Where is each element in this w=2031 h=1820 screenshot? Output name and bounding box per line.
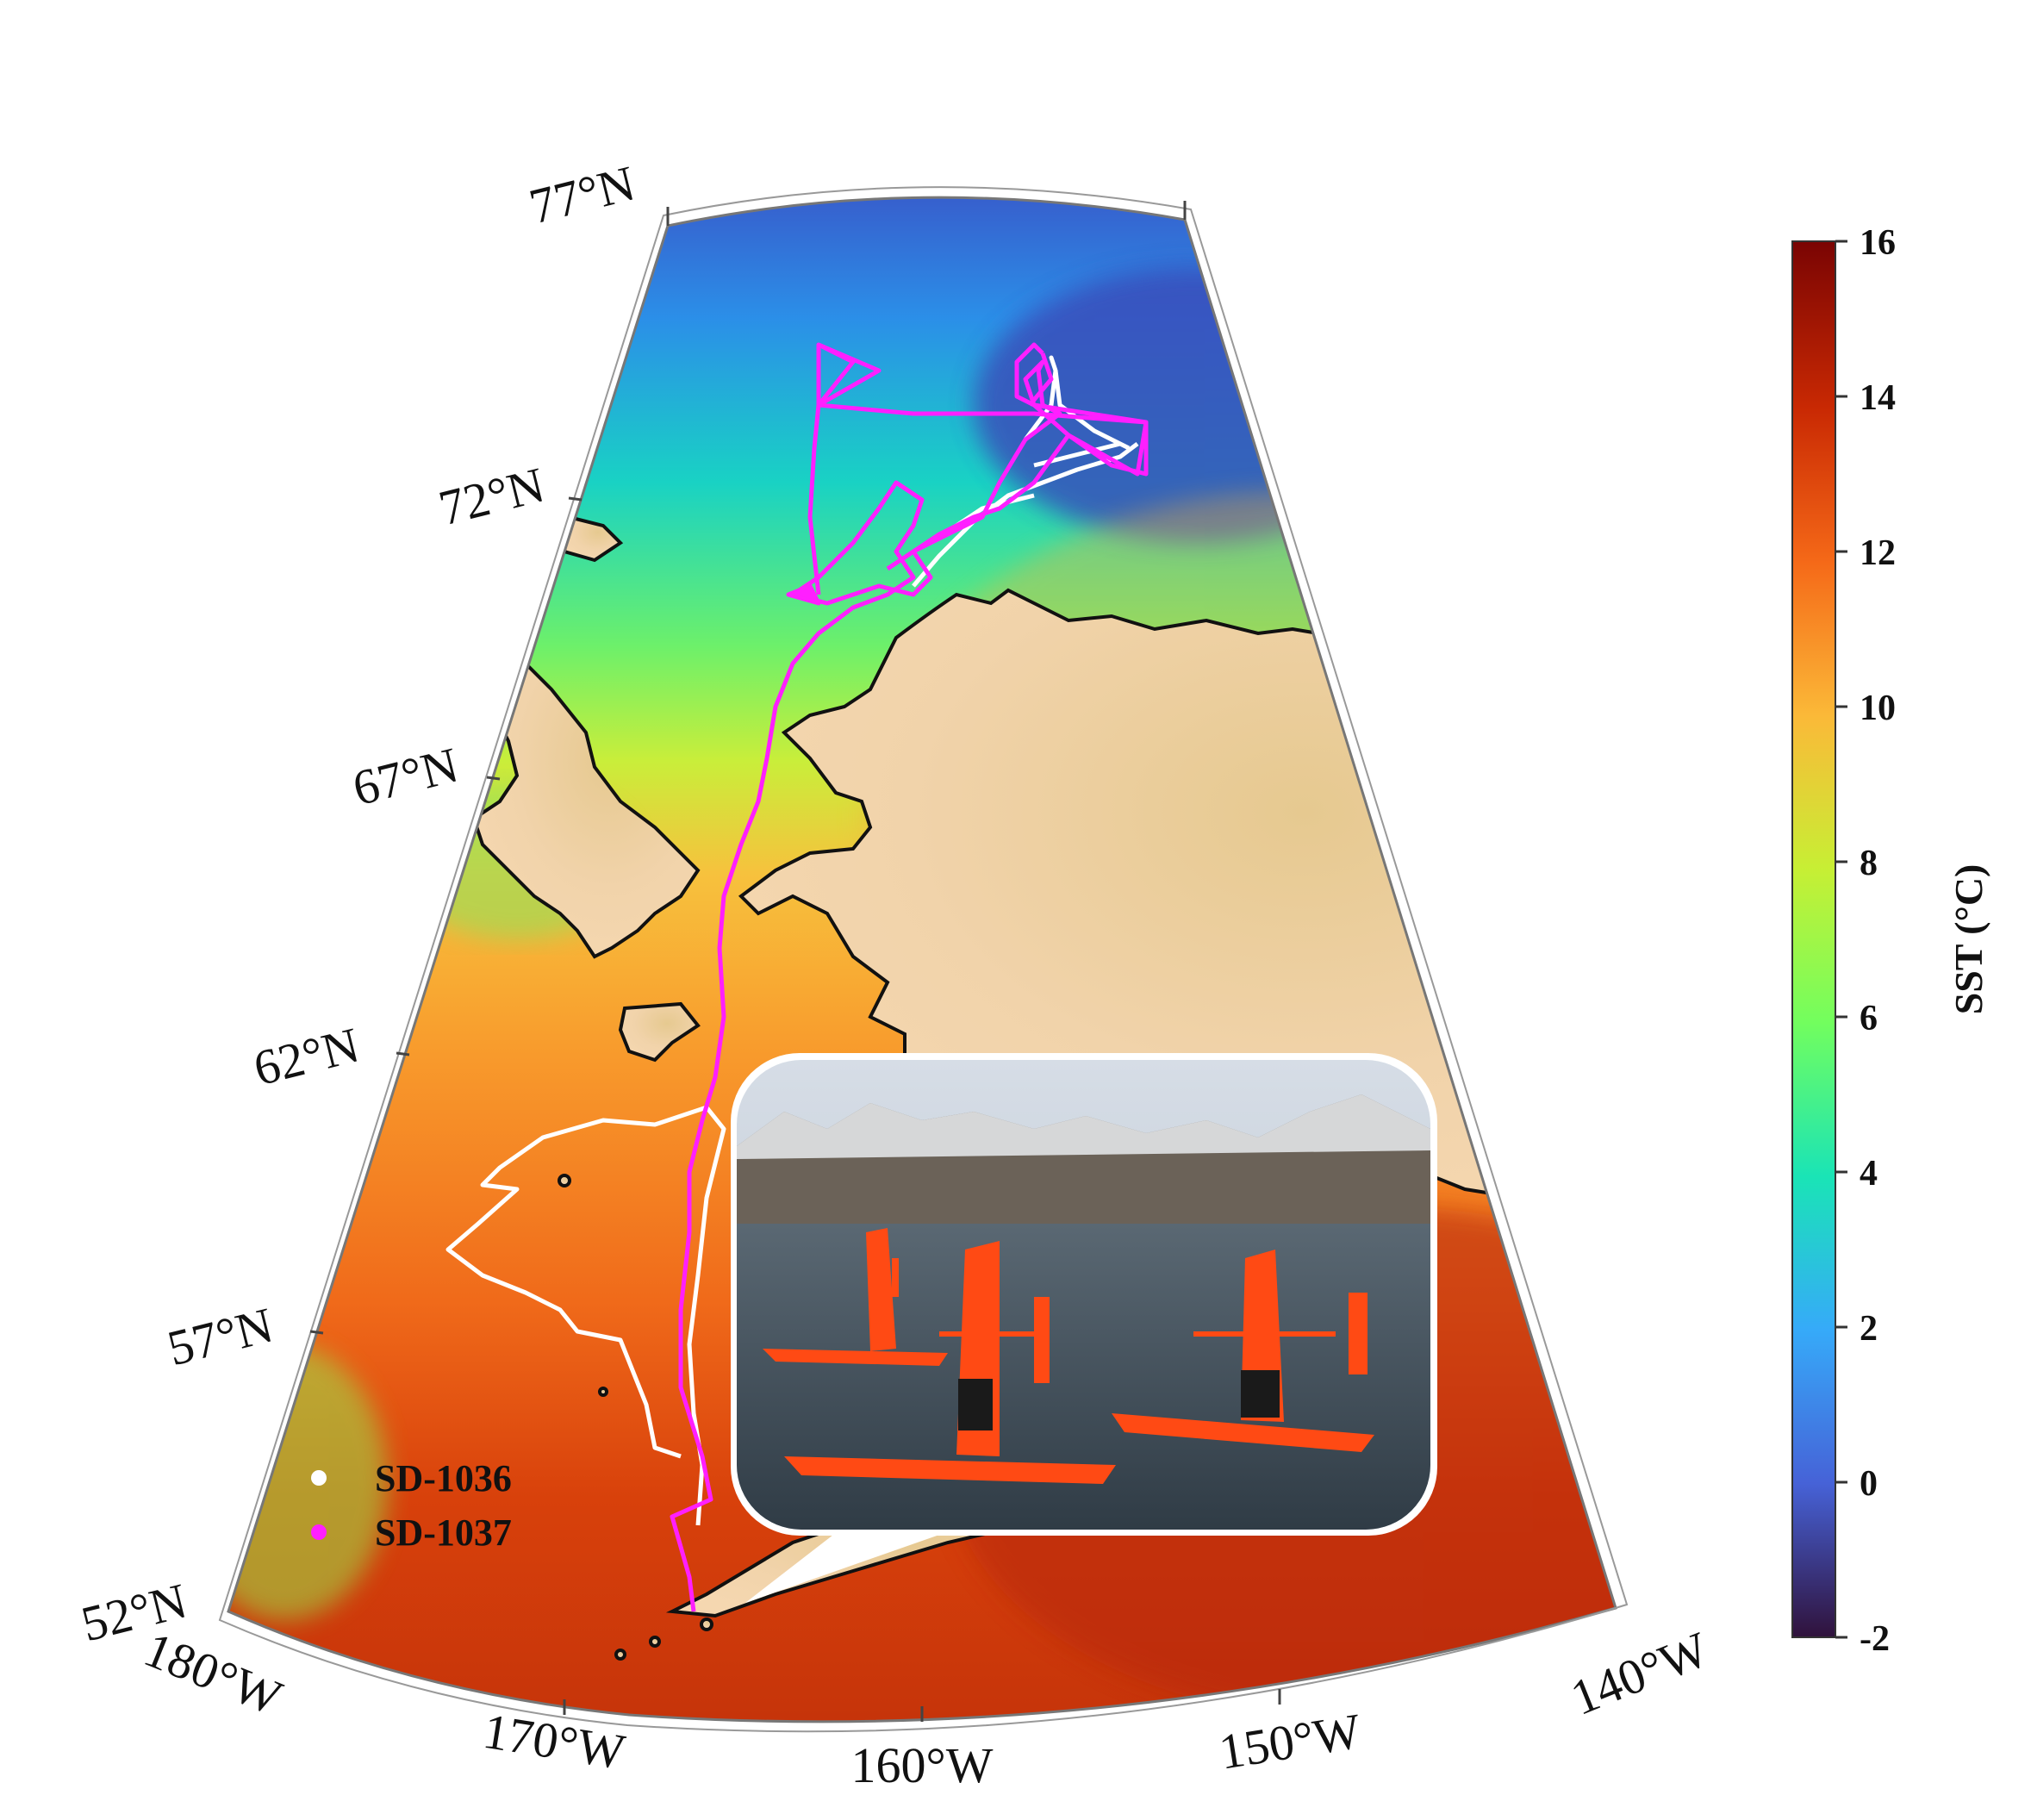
colorbar-tick-label: 4 (1860, 1154, 1878, 1194)
colorbar-tick-label: 0 (1860, 1464, 1878, 1504)
saildrone (784, 1241, 1116, 1484)
lat-label: 72°N (433, 457, 550, 537)
legend-marker (311, 1470, 327, 1486)
colorbar-label: SST (°C) (1947, 864, 1991, 1015)
legend-label: SD-1037 (375, 1511, 512, 1554)
lat-label: 77°N (524, 155, 640, 235)
legend-label: SD-1036 (375, 1457, 512, 1499)
saildrone (1112, 1250, 1374, 1452)
lat-label: 57°N (162, 1297, 278, 1377)
colorbar-tick-label: 8 (1860, 844, 1878, 883)
legend-item-sd-1037: SD-1037 (311, 1511, 512, 1554)
lat-label: 67°N (347, 737, 464, 817)
lon-label: 160°W (851, 1737, 994, 1793)
chukotka-land (471, 651, 701, 959)
lon-label: 140°W (1563, 1621, 1716, 1726)
inset-photo (731, 1053, 1437, 1536)
colorbar-tick-label: 2 (1860, 1309, 1878, 1349)
track-legend: SD-1036 SD-1037 (311, 1457, 512, 1554)
frame-ticks (309, 201, 1281, 1722)
lon-label: 150°W (1215, 1703, 1364, 1780)
colorbar-tick-label: 14 (1860, 378, 1896, 418)
colorbar-ticks: 16 14 12 10 8 6 4 2 0 -2 (1835, 223, 1896, 1659)
colorbar: 16 14 12 10 8 6 4 2 0 -2 SST (°C) (1791, 223, 1991, 1659)
colorbar-tick-label: 6 (1860, 999, 1878, 1038)
colorbar-bar (1791, 240, 1836, 1638)
colorbar-tick-label: 16 (1860, 223, 1896, 263)
colorbar-tick-label: -2 (1860, 1619, 1890, 1659)
lon-label: 170°W (480, 1703, 629, 1780)
lon-label: 180°W (137, 1621, 290, 1726)
lat-label: 62°N (248, 1017, 364, 1097)
track-sd-1037 (670, 342, 1149, 1612)
saildrone (763, 1228, 948, 1366)
colorbar-tick-label: 10 (1860, 689, 1896, 728)
map-frame (227, 196, 1617, 1723)
map-frame-outer (218, 186, 1629, 1733)
legend-item-sd-1036: SD-1036 (311, 1457, 512, 1499)
st-lawrence-island (618, 1001, 701, 1063)
colorbar-tick-label: 12 (1860, 533, 1896, 573)
legend-marker (311, 1524, 327, 1540)
